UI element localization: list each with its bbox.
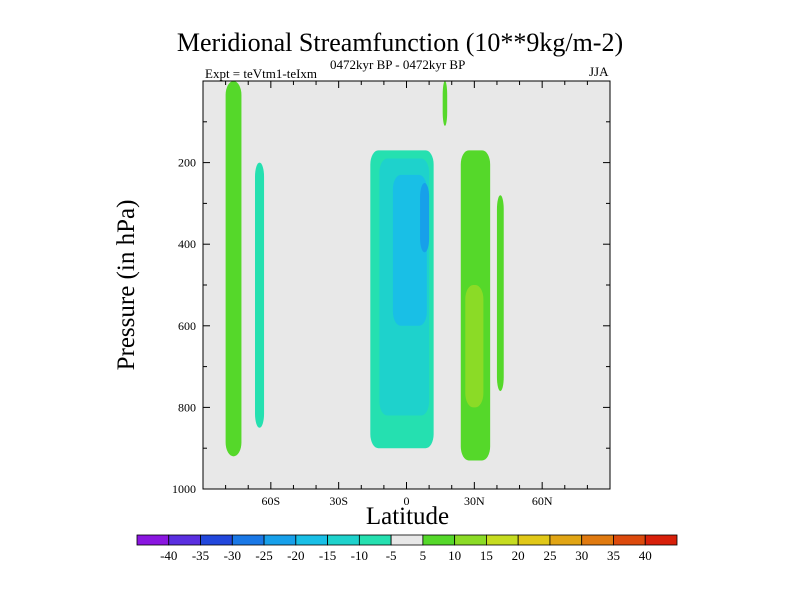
colorbar-label: 20: [512, 548, 525, 563]
colorbar-label: -35: [192, 548, 209, 563]
colorbar-label: 40: [639, 548, 652, 563]
y-tick-label: 1000: [172, 482, 196, 496]
x-tick-label: 60N: [532, 494, 553, 508]
season-label: JJA: [589, 64, 609, 79]
x-tick-label: 0: [404, 494, 410, 508]
colorbar-label: -5: [386, 548, 397, 563]
colorbar-box: [295, 534, 328, 546]
colorbar-box: [136, 534, 170, 546]
colorbar-label: 35: [607, 548, 620, 563]
colorbar-box: [549, 534, 583, 546]
contour-region-12: [496, 195, 504, 392]
y-tick-label: 800: [178, 400, 196, 414]
colorbar-box: [390, 534, 424, 546]
colorbar-box: [613, 534, 646, 546]
colorbar-label: 30: [575, 548, 588, 563]
colorbar-box: [581, 534, 614, 546]
time-range-label: 0472kyr BP - 0472kyr BP: [330, 57, 466, 72]
contour-region-7: [392, 174, 427, 326]
colorbar-box: [517, 534, 551, 546]
colorbar-box: [644, 534, 678, 546]
colorbar-box: [168, 534, 201, 546]
colorbar-box: [231, 534, 265, 546]
colorbar-label: 10: [448, 548, 461, 563]
colorbar-box: [327, 534, 360, 546]
x-tick-label: 30N: [464, 494, 485, 508]
colorbar-label: -40: [160, 548, 177, 563]
x-tick-label: 60S: [261, 494, 280, 508]
colorbar-label: 25: [543, 548, 556, 563]
colorbar-label: 15: [480, 548, 493, 563]
colorbar-box: [486, 534, 519, 546]
contour-region-8: [420, 183, 430, 253]
contour-region-3: [255, 162, 265, 428]
chart-title: Meridional Streamfunction (10**9kg/m-2): [176, 28, 624, 57]
contour-region-1: [225, 81, 242, 457]
y-tick-label: 600: [178, 319, 196, 333]
contour-region-9: [442, 81, 448, 126]
colorbar-label: -15: [319, 548, 336, 563]
experiment-label: Expt = teVtm1-teIxm: [205, 66, 318, 81]
colorbar-label: -10: [351, 548, 368, 563]
colorbar-box: [422, 534, 456, 546]
y-tick-label: 200: [178, 156, 196, 170]
colorbar-box: [454, 534, 487, 546]
colorbar-box: [358, 534, 392, 546]
x-tick-label: 30S: [329, 494, 348, 508]
x-axis-label: Latitude: [365, 503, 450, 530]
colorbar-box: [263, 534, 297, 546]
colorbar-box: [200, 534, 233, 546]
colorbar-label: 5: [420, 548, 427, 563]
colorbar-label: -25: [255, 548, 272, 563]
colorbar-label: -30: [224, 548, 241, 563]
contour-region-11: [465, 285, 484, 408]
y-tick-label: 400: [178, 237, 196, 251]
colorbar-label: -20: [287, 548, 304, 563]
